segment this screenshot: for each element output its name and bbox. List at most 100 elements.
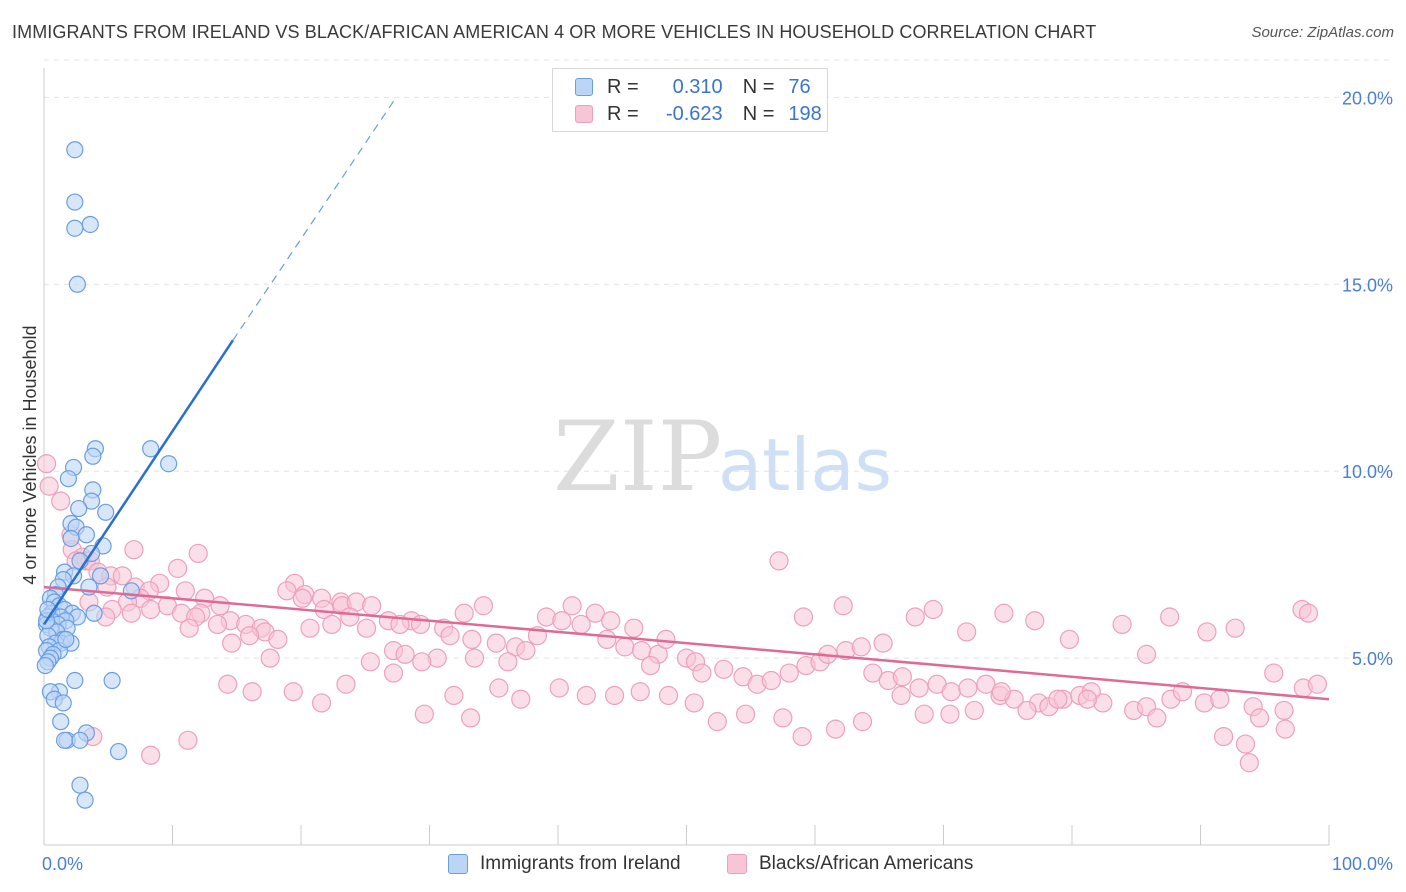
- watermark-zip: ZIP: [553, 401, 722, 513]
- legend-row-ireland: R = 0.310 N = 76: [575, 74, 811, 100]
- chart-title: IMMIGRANTS FROM IRELAND VS BLACK/AFRICAN…: [12, 22, 1097, 42]
- point-blacks: [112, 566, 132, 586]
- point-ireland: [62, 529, 80, 548]
- point-blacks: [268, 629, 288, 650]
- point-ireland: [71, 776, 89, 794]
- point-blacks: [242, 682, 262, 702]
- point-blacks: [873, 633, 893, 653]
- point-blacks: [1048, 689, 1068, 709]
- x-tick-label-end: 100.0%: [1332, 854, 1393, 874]
- point-blacks: [141, 745, 161, 765]
- legend-r-label: R =: [607, 75, 639, 98]
- point-blacks: [825, 719, 846, 739]
- point-ireland: [57, 630, 75, 649]
- point-blacks: [414, 704, 434, 724]
- bottom-legend-label-blacks: Blacks/African Americans: [759, 853, 974, 874]
- point-blacks: [260, 648, 280, 668]
- point-blacks: [175, 581, 195, 601]
- point-blacks: [311, 693, 332, 713]
- point-blacks: [207, 614, 228, 635]
- point-blacks: [615, 637, 635, 657]
- point-blacks: [604, 685, 625, 706]
- point-blacks: [761, 670, 781, 691]
- point-blacks: [964, 700, 984, 721]
- point-blacks: [362, 596, 382, 616]
- point-blacks: [486, 633, 506, 653]
- point-blacks: [277, 581, 297, 601]
- point-blacks: [1025, 611, 1045, 631]
- point-blacks: [940, 704, 960, 724]
- point-ireland: [77, 526, 96, 544]
- point-blacks: [240, 626, 260, 646]
- point-blacks: [395, 644, 415, 664]
- legend-r-value: 0.310: [672, 75, 723, 98]
- y-tick-labels: 5.0% 10.0% 15.0% 20.0%: [1342, 88, 1393, 669]
- point-ireland: [66, 671, 84, 690]
- point-blacks: [464, 648, 485, 668]
- y-tick-label: 15.0%: [1342, 275, 1393, 295]
- point-ireland: [103, 671, 121, 690]
- point-blacks: [412, 652, 432, 672]
- point-blacks: [1197, 622, 1217, 642]
- point-blacks: [792, 726, 812, 747]
- point-ireland: [66, 219, 84, 237]
- point-blacks: [793, 607, 814, 627]
- point-blacks: [549, 678, 569, 698]
- point-blacks: [1264, 663, 1284, 683]
- point-blacks: [863, 663, 883, 683]
- point-blacks: [1112, 614, 1132, 635]
- legend-n-label: N =: [742, 102, 775, 125]
- point-blacks: [1136, 644, 1157, 664]
- point-blacks: [833, 596, 853, 616]
- point-ireland: [70, 499, 88, 518]
- point-blacks: [692, 663, 712, 683]
- point-ireland: [66, 193, 84, 211]
- point-blacks: [516, 641, 536, 661]
- legend-n-label: N =: [742, 75, 775, 98]
- point-blacks: [440, 626, 460, 646]
- trend-line-ireland: [42, 339, 234, 626]
- y-tick-label: 5.0%: [1352, 649, 1393, 669]
- legend-swatch-blacks: [575, 105, 593, 123]
- point-ireland: [55, 731, 74, 749]
- point-blacks: [283, 682, 303, 702]
- point-blacks: [1298, 603, 1319, 623]
- point-ireland: [36, 656, 54, 675]
- point-ireland: [54, 694, 72, 712]
- point-blacks: [300, 618, 320, 638]
- point-blacks: [914, 704, 934, 724]
- point-blacks: [461, 708, 481, 728]
- point-blacks: [1017, 700, 1037, 721]
- point-blacks: [222, 633, 242, 653]
- point-blacks: [473, 596, 494, 616]
- point-ireland: [142, 440, 160, 458]
- point-blacks: [941, 682, 961, 702]
- point-blacks: [511, 689, 531, 709]
- bottom-legend-blacks: Blacks/African Americans: [727, 851, 973, 877]
- point-blacks: [1275, 719, 1295, 739]
- point-blacks: [1225, 618, 1245, 638]
- trend-lines: [42, 97, 1330, 701]
- point-ireland: [84, 447, 102, 465]
- point-blacks: [36, 454, 57, 474]
- point-ireland: [82, 492, 101, 510]
- point-blacks: [1307, 674, 1328, 694]
- legend-r-value: -0.623: [665, 102, 723, 125]
- point-ireland: [76, 791, 94, 809]
- point-blacks: [462, 629, 482, 650]
- y-tick-label: 10.0%: [1342, 462, 1393, 482]
- point-blacks: [923, 599, 943, 620]
- point-blacks: [736, 704, 756, 724]
- point-ireland: [52, 713, 70, 731]
- point-blacks: [576, 685, 596, 706]
- point-ireland: [71, 731, 89, 749]
- point-blacks: [188, 543, 208, 564]
- point-blacks: [383, 663, 404, 683]
- point-blacks: [624, 618, 644, 638]
- point-blacks: [714, 659, 734, 679]
- point-blacks: [1147, 708, 1167, 728]
- point-blacks: [121, 603, 141, 623]
- point-blacks: [585, 603, 605, 623]
- point-blacks: [1250, 708, 1270, 728]
